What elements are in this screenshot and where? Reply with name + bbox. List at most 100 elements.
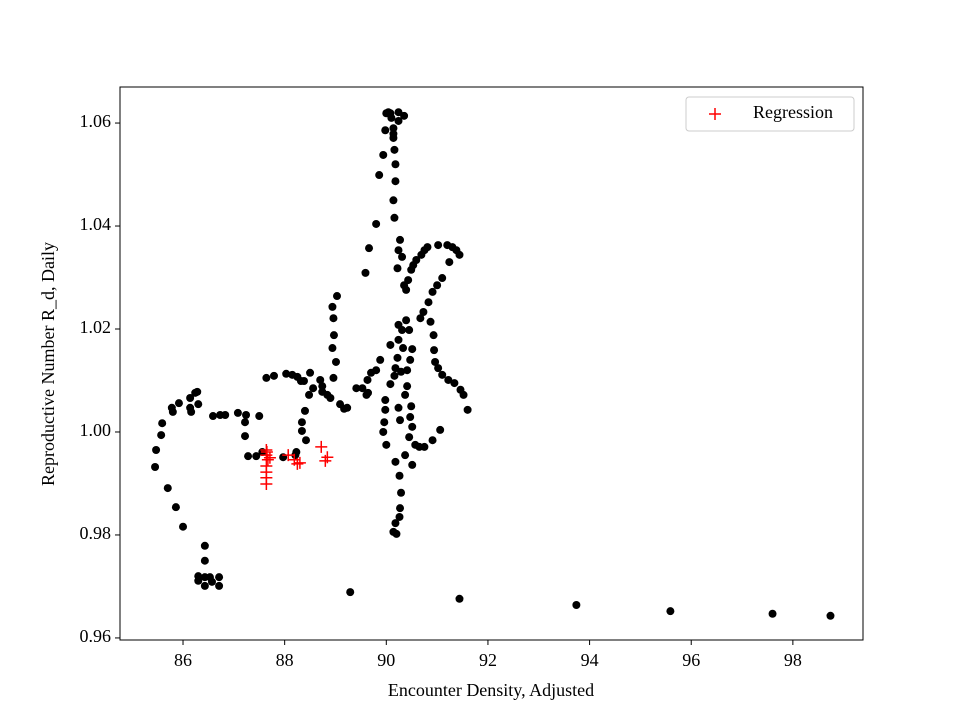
data-point bbox=[408, 422, 417, 431]
data-point bbox=[262, 373, 271, 382]
data-point bbox=[362, 390, 371, 399]
data-point bbox=[430, 346, 439, 355]
data-point bbox=[200, 556, 209, 565]
data-point bbox=[391, 519, 400, 528]
data-point bbox=[401, 390, 410, 399]
data-point bbox=[300, 406, 309, 415]
data-point bbox=[329, 331, 338, 340]
data-point bbox=[363, 375, 372, 384]
data-point bbox=[403, 382, 412, 391]
data-point bbox=[428, 436, 437, 445]
data-point bbox=[375, 171, 384, 180]
data-point bbox=[157, 431, 166, 440]
data-point bbox=[419, 308, 428, 317]
y-tick-label: 1.06 bbox=[80, 111, 112, 131]
data-point bbox=[445, 258, 454, 267]
data-point bbox=[309, 384, 318, 393]
data-point bbox=[328, 344, 337, 353]
data-point bbox=[244, 452, 253, 461]
data-point bbox=[167, 403, 176, 412]
data-point bbox=[438, 370, 447, 379]
data-point bbox=[282, 369, 291, 378]
data-point bbox=[444, 375, 453, 384]
x-tick-label: 92 bbox=[479, 650, 497, 670]
data-point bbox=[396, 504, 405, 513]
data-point bbox=[379, 427, 388, 436]
data-point bbox=[200, 541, 209, 550]
data-point bbox=[394, 335, 403, 344]
data-point bbox=[386, 340, 395, 349]
data-point bbox=[241, 432, 250, 441]
data-point bbox=[394, 116, 403, 125]
data-point bbox=[390, 145, 399, 154]
data-point bbox=[386, 380, 395, 389]
data-point bbox=[572, 600, 581, 609]
data-point bbox=[403, 366, 412, 375]
data-point bbox=[396, 416, 405, 425]
data-point bbox=[402, 285, 411, 294]
data-point bbox=[408, 345, 417, 354]
data-point bbox=[406, 355, 415, 364]
data-point bbox=[381, 405, 390, 414]
data-point bbox=[394, 403, 403, 412]
data-point bbox=[391, 457, 400, 466]
data-point bbox=[438, 274, 447, 283]
data-point bbox=[389, 129, 398, 138]
data-point bbox=[186, 393, 195, 402]
data-point bbox=[390, 371, 399, 380]
data-point bbox=[381, 126, 390, 135]
data-point bbox=[329, 314, 338, 323]
regression-point bbox=[260, 477, 273, 490]
data-point bbox=[194, 576, 203, 585]
data-point bbox=[389, 196, 398, 205]
data-point bbox=[328, 302, 337, 311]
data-point bbox=[391, 160, 400, 169]
data-point bbox=[395, 512, 404, 521]
data-point bbox=[431, 357, 440, 366]
data-point bbox=[397, 488, 406, 497]
data-point bbox=[394, 246, 403, 255]
data-point bbox=[450, 379, 459, 388]
y-tick-label: 1.00 bbox=[80, 420, 112, 440]
data-point bbox=[381, 396, 390, 405]
plot-frame bbox=[119, 86, 864, 641]
data-point bbox=[163, 484, 172, 493]
data-point bbox=[416, 314, 425, 323]
data-point bbox=[174, 399, 183, 408]
data-point bbox=[215, 573, 224, 582]
regression-point bbox=[291, 457, 304, 470]
regression-point bbox=[261, 453, 274, 466]
data-point bbox=[233, 408, 242, 417]
y-axis-label: Reproductive Number R_d, Daily bbox=[38, 242, 58, 486]
data-point bbox=[291, 451, 300, 460]
data-point bbox=[318, 382, 327, 391]
data-point bbox=[151, 462, 160, 471]
data-point bbox=[372, 366, 381, 375]
data-point bbox=[200, 581, 209, 590]
data-point bbox=[242, 410, 251, 419]
data-point bbox=[400, 111, 409, 120]
data-point bbox=[405, 326, 414, 335]
data-point bbox=[389, 124, 398, 133]
data-point bbox=[194, 400, 203, 409]
legend-marker bbox=[709, 108, 721, 120]
x-tick-label: 90 bbox=[377, 650, 395, 670]
x-axis-label: Encounter Density, Adjusted bbox=[388, 680, 594, 700]
data-point bbox=[429, 331, 438, 340]
data-point bbox=[299, 377, 308, 386]
data-point bbox=[221, 410, 230, 419]
legend-label: Regression bbox=[753, 102, 833, 122]
data-point bbox=[434, 241, 443, 250]
data-point bbox=[302, 436, 311, 445]
data-point bbox=[372, 219, 381, 228]
data-point bbox=[424, 298, 433, 307]
data-point bbox=[297, 418, 306, 427]
data-point bbox=[423, 243, 432, 252]
data-point bbox=[209, 412, 218, 421]
data-point bbox=[411, 440, 420, 449]
regression-point bbox=[282, 449, 295, 462]
data-point bbox=[459, 390, 468, 399]
data-point bbox=[433, 281, 442, 290]
data-point bbox=[241, 418, 250, 427]
data-point bbox=[187, 407, 196, 416]
